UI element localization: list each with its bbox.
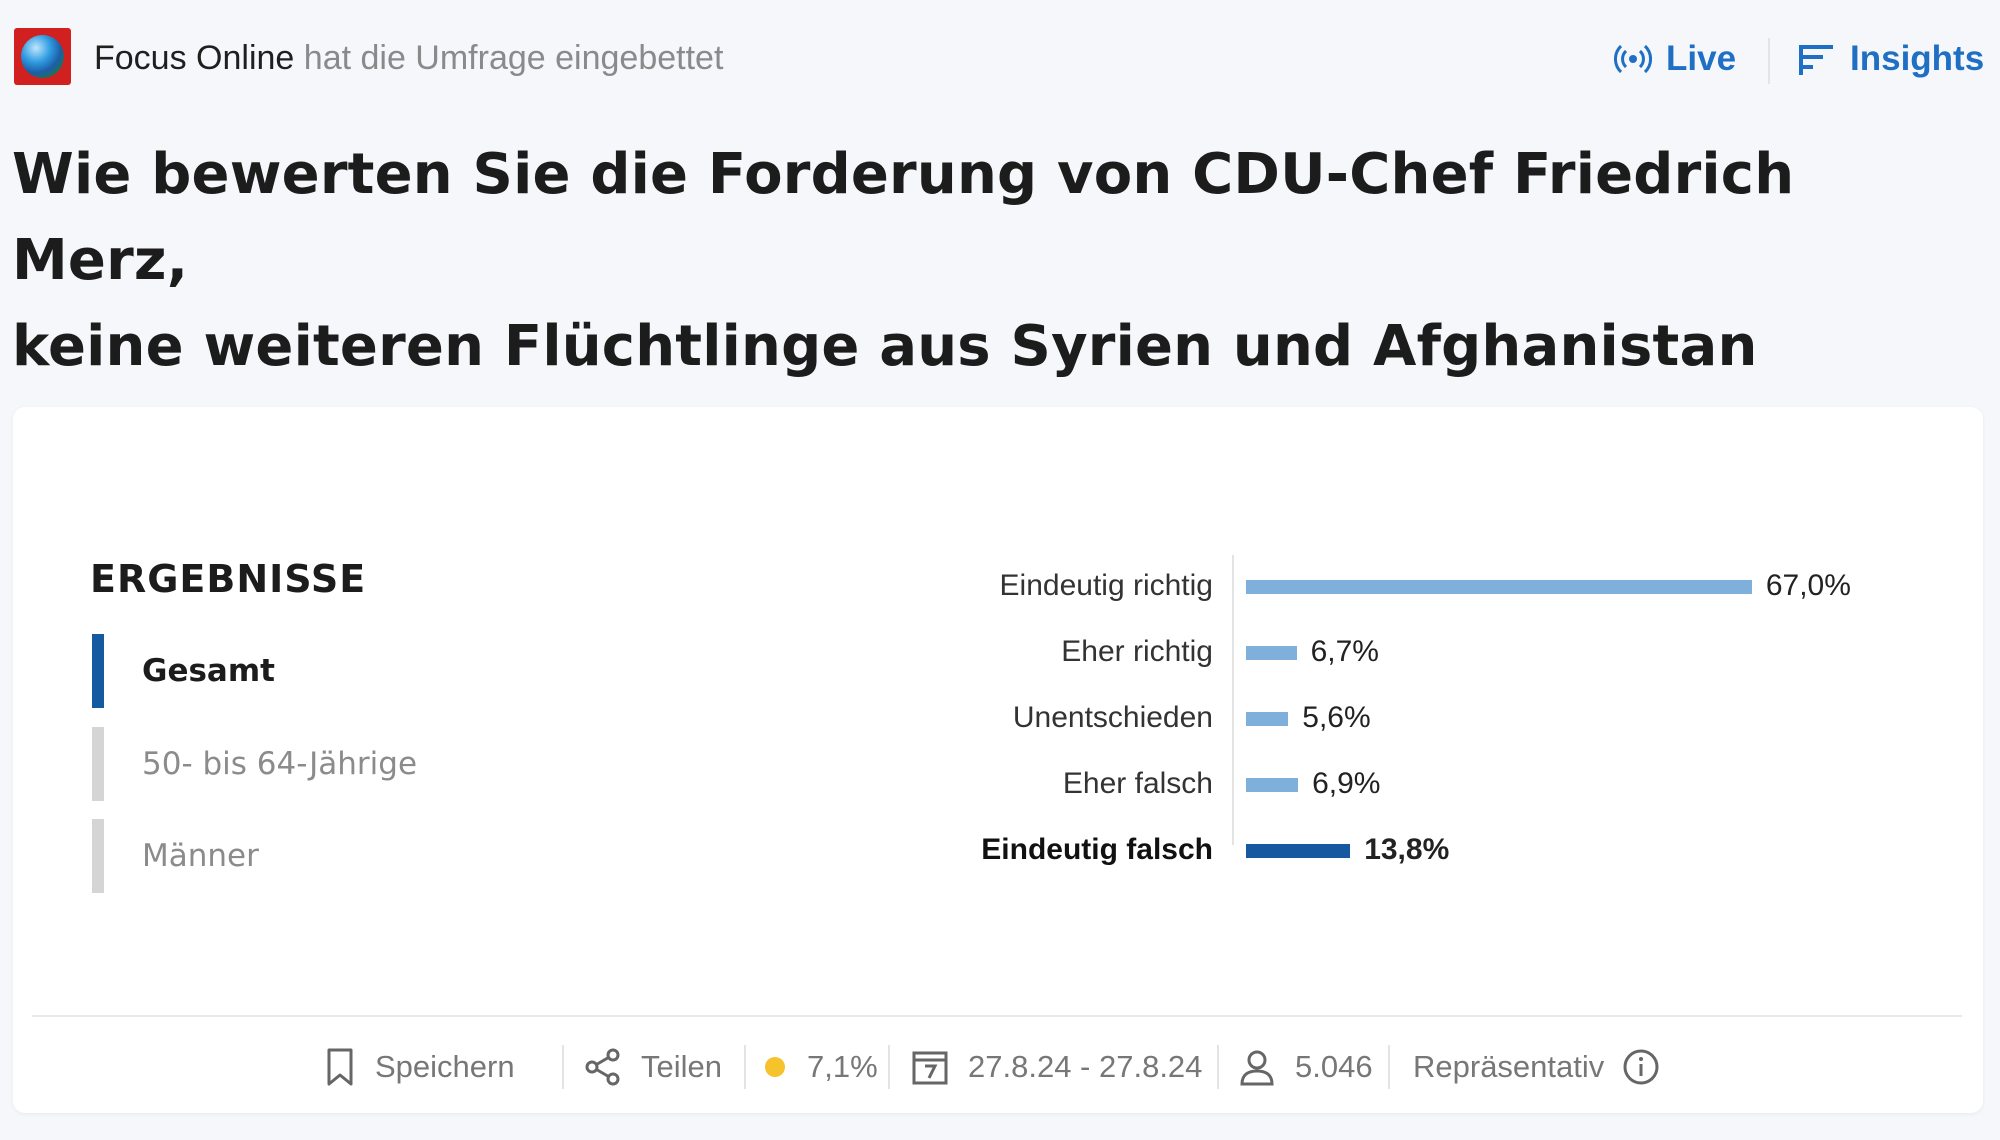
bookmark-icon [327,1048,353,1086]
footer-separator [562,1045,564,1089]
live-label: Live [1666,39,1737,78]
period-value: 27.8.24 - 27.8.24 [968,1049,1203,1084]
bar [1246,844,1351,858]
status-dot-icon [765,1057,785,1077]
value-label: 67,0% [1765,569,1851,602]
insights-label: Insights [1850,39,1985,78]
bar [1246,646,1297,660]
save-button[interactable]: Speichern [323,1037,515,1097]
margin-of-error: 7,1% [765,1037,878,1097]
bar [1246,580,1752,594]
source-name[interactable]: Focus Online [94,39,295,77]
insights-button[interactable]: Insights [1796,34,1984,84]
footer-separator [744,1045,746,1089]
category-label: Eher richtig [1061,635,1213,668]
representative-label: Repräsentativ [1413,1049,1605,1084]
filter-indicator [92,634,104,708]
value-label: 6,9% [1312,767,1381,800]
footer-divider [32,1015,1962,1017]
filter-label: Gesamt [142,653,275,689]
person-icon [1240,1050,1274,1086]
footer-separator [1388,1045,1390,1089]
insights-icon [1799,45,1833,75]
broadcast-icon [1614,44,1652,74]
filter-indicator [92,727,104,801]
header-separator [1768,38,1770,84]
footer-separator [1217,1045,1219,1089]
info-icon [1623,1049,1659,1085]
source-suffix: hat die Umfrage eingebettet [303,39,724,77]
filter-indicator [92,819,104,893]
filter-50-64[interactable]: 50- bis 64-Jährige [92,727,417,801]
category-label: Eindeutig falsch [981,833,1213,866]
respondents: 5.046 [1237,1037,1373,1097]
embed-source: Focus Online hat die Umfrage eingebettet [94,36,723,80]
value-label: 5,6% [1302,701,1371,734]
results-bar-chart: Eindeutig richtig 67,0% Eher richtig 6,7% Un… [13,407,1983,1007]
chart-axis-line [1232,555,1234,845]
share-label: Teilen [641,1049,722,1084]
header: Focus Online hat die Umfrage eingebettet… [0,0,2000,115]
category-label: Eindeutig richtig [999,569,1213,602]
value-label: 13,8% [1364,833,1450,866]
globe-icon [21,35,64,78]
share-icon [585,1048,620,1086]
question-line-2: keine weiteren Flüchtlinge aus Syrien un… [12,314,1758,379]
survey-period: 27.8.24 - 27.8.24 [910,1037,1202,1097]
bar [1246,778,1299,792]
live-button[interactable]: Live [1614,34,1736,84]
filter-maenner[interactable]: Männer [92,819,259,893]
bar [1246,712,1289,726]
results-card: ERGEBNISSE Gesamt 50- bis 64-Jährige Män… [13,407,1983,1113]
results-title: ERGEBNISSE [90,557,367,601]
category-label: Eher falsch [1062,767,1213,800]
category-label: Unentschieden [1012,701,1213,734]
margin-of-error-value: 7,1% [807,1049,878,1084]
question-line-1: Wie bewerten Sie die Forderung von CDU-C… [12,142,1795,293]
filter-label: Männer [142,838,259,874]
filter-gesamt[interactable]: Gesamt [92,634,275,708]
focus-online-logo[interactable] [14,28,71,85]
share-button[interactable]: Teilen [583,1037,722,1097]
footer-separator [888,1045,890,1089]
calendar-icon [912,1051,948,1085]
respondents-value: 5.046 [1295,1049,1373,1084]
save-label: Speichern [375,1049,515,1084]
representative-info[interactable]: Repräsentativ [1413,1037,1678,1097]
value-label: 6,7% [1310,635,1379,668]
filter-label: 50- bis 64-Jährige [142,746,418,782]
